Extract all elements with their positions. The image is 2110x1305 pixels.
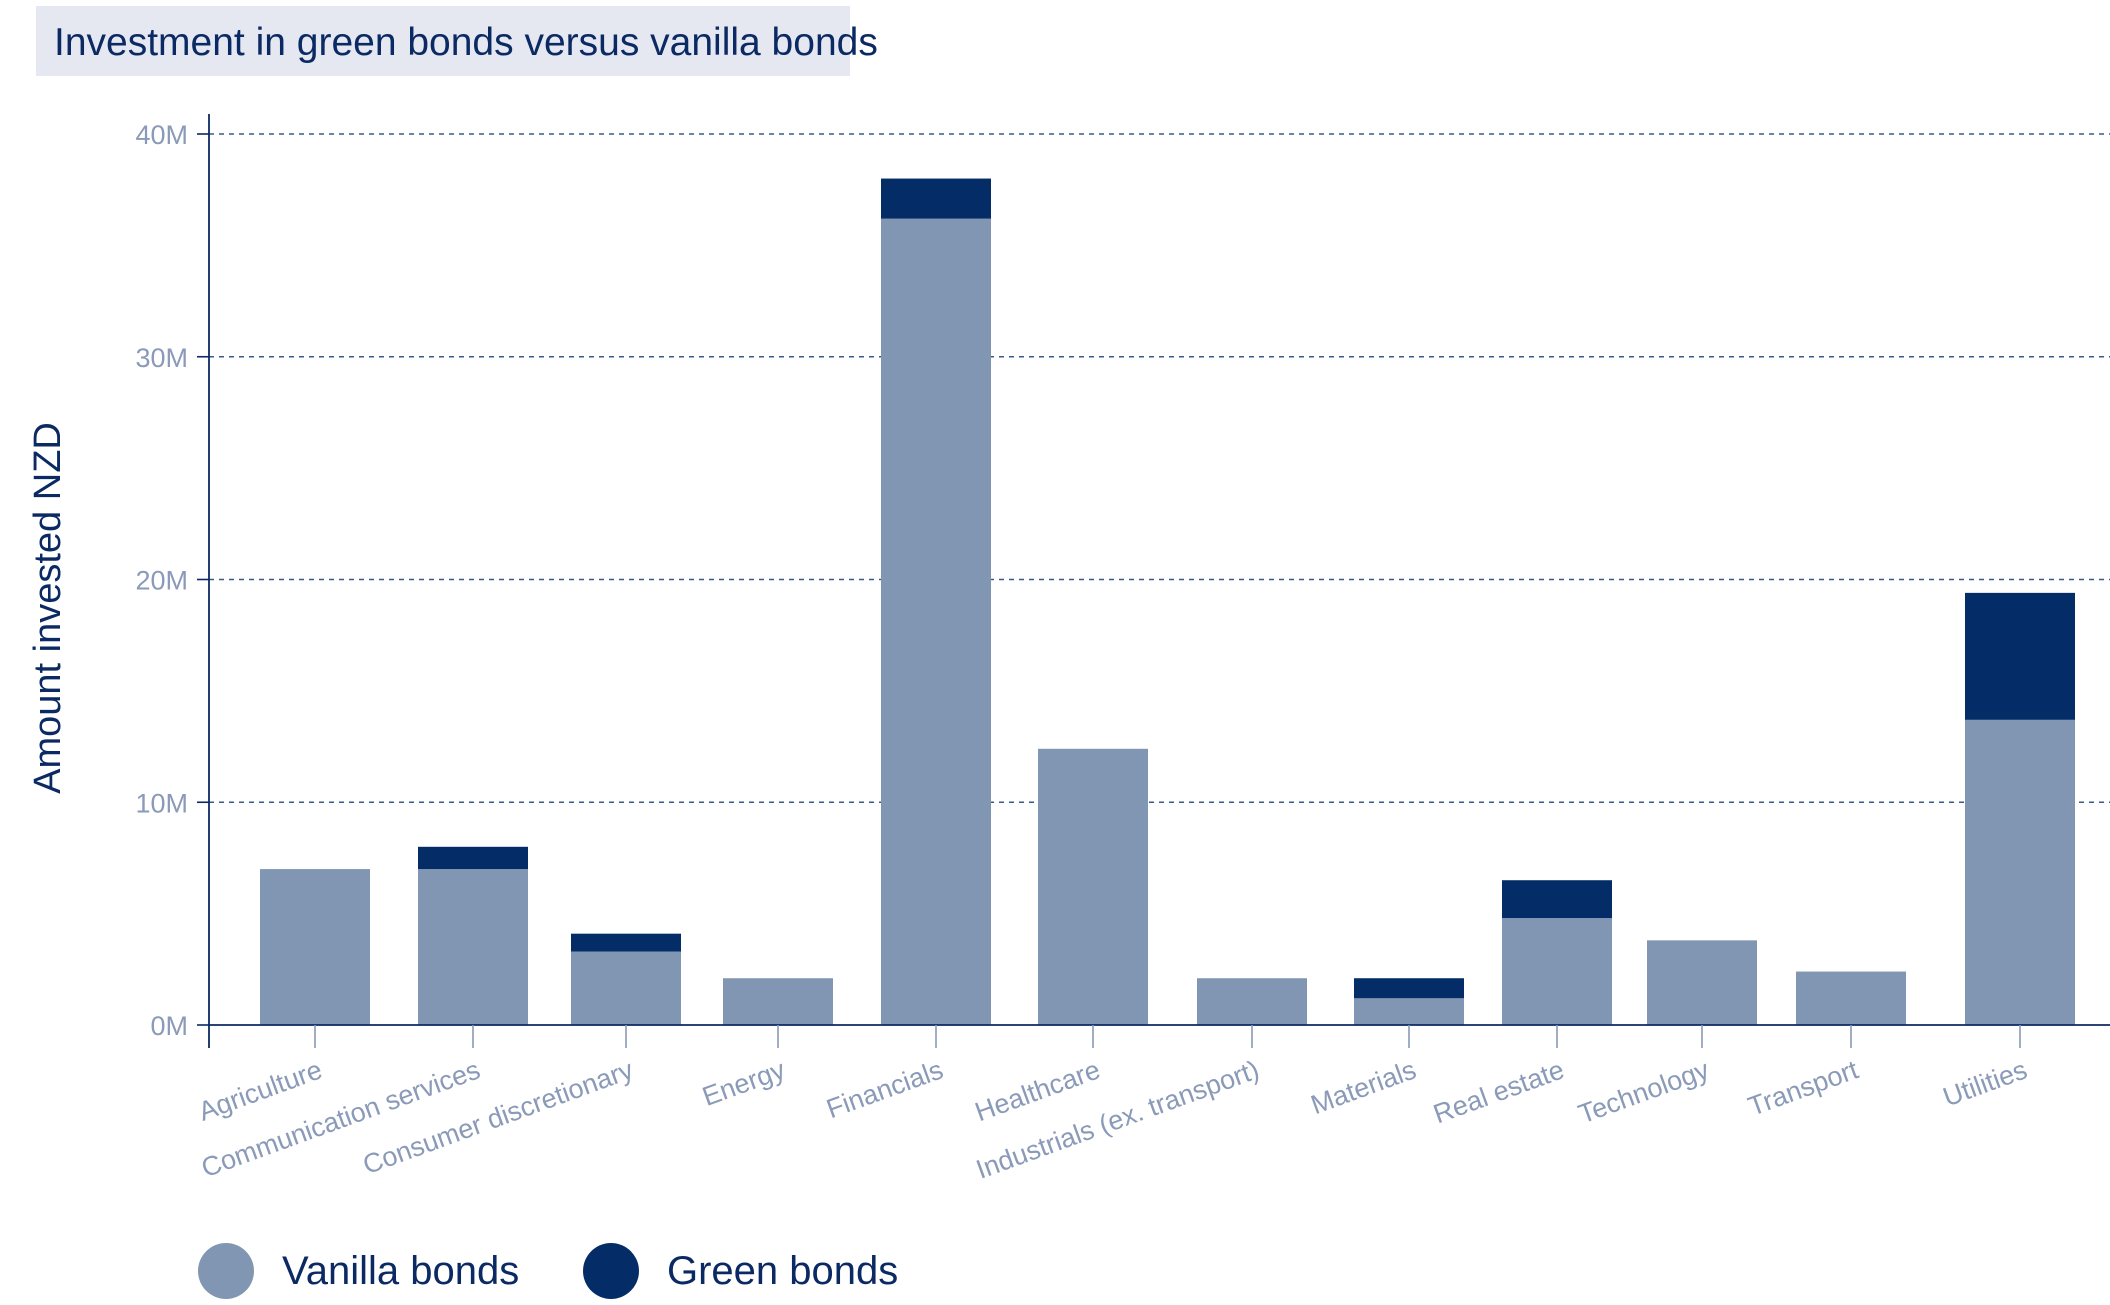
y-tick-label-20M: 20M xyxy=(135,566,188,596)
y-tick-label-10M: 10M xyxy=(135,788,188,818)
x-tick-label-4: Financials xyxy=(823,1054,947,1124)
bar-vanilla-11 xyxy=(1965,719,2075,1025)
bar-vanilla-7 xyxy=(1354,998,1464,1025)
bar-vanilla-6 xyxy=(1197,978,1307,1025)
bar-green-2 xyxy=(571,933,681,952)
legend-swatch-green xyxy=(583,1243,639,1299)
legend-swatch-vanilla xyxy=(198,1243,254,1299)
grid-layer xyxy=(209,133,2110,804)
chart-title-box: Investment in green bonds versus vanilla… xyxy=(36,6,878,76)
bar-vanilla-9 xyxy=(1647,940,1757,1025)
bar-vanilla-10 xyxy=(1796,971,1906,1025)
x-tick-label-8: Real estate xyxy=(1429,1054,1568,1129)
y-tick-label-40M: 40M xyxy=(135,120,188,150)
y-tick-label-30M: 30M xyxy=(135,343,188,373)
x-tick-label-3: Energy xyxy=(698,1054,789,1112)
legend-label-vanilla: Vanilla bonds xyxy=(282,1249,520,1293)
x-tick-label-1: Communication services xyxy=(197,1054,484,1183)
bar-vanilla-1 xyxy=(418,869,528,1025)
y-tick-label-0M: 0M xyxy=(150,1011,188,1041)
x-tick-label-11: Utilities xyxy=(1939,1054,2031,1112)
x-tick-label-10: Transport xyxy=(1744,1054,1862,1122)
bar-green-1 xyxy=(418,846,528,870)
y-axis-title: Amount invested NZD xyxy=(27,422,69,794)
x-tick-label-6: Industrials (ex. transport) xyxy=(972,1054,1263,1184)
x-tick-label-9: Technology xyxy=(1574,1054,1713,1129)
chart-title: Investment in green bonds versus vanilla… xyxy=(54,21,878,64)
x-tick-label-2: Consumer discretionary xyxy=(359,1054,638,1180)
axis-layer xyxy=(197,114,2110,1048)
bar-vanilla-3 xyxy=(723,978,833,1025)
bar-vanilla-0 xyxy=(260,869,370,1025)
bar-vanilla-4 xyxy=(881,218,991,1025)
bar-green-8 xyxy=(1502,880,1612,919)
bar-green-7 xyxy=(1354,978,1464,999)
bars-layer xyxy=(260,178,2075,1025)
legend-label-green: Green bonds xyxy=(667,1249,899,1293)
bar-vanilla-2 xyxy=(571,951,681,1025)
bar-vanilla-8 xyxy=(1502,918,1612,1025)
x-tick-label-7: Materials xyxy=(1307,1054,1420,1120)
bar-green-4 xyxy=(881,178,991,219)
bar-green-11 xyxy=(1965,592,2075,720)
bar-vanilla-5 xyxy=(1038,748,1148,1025)
